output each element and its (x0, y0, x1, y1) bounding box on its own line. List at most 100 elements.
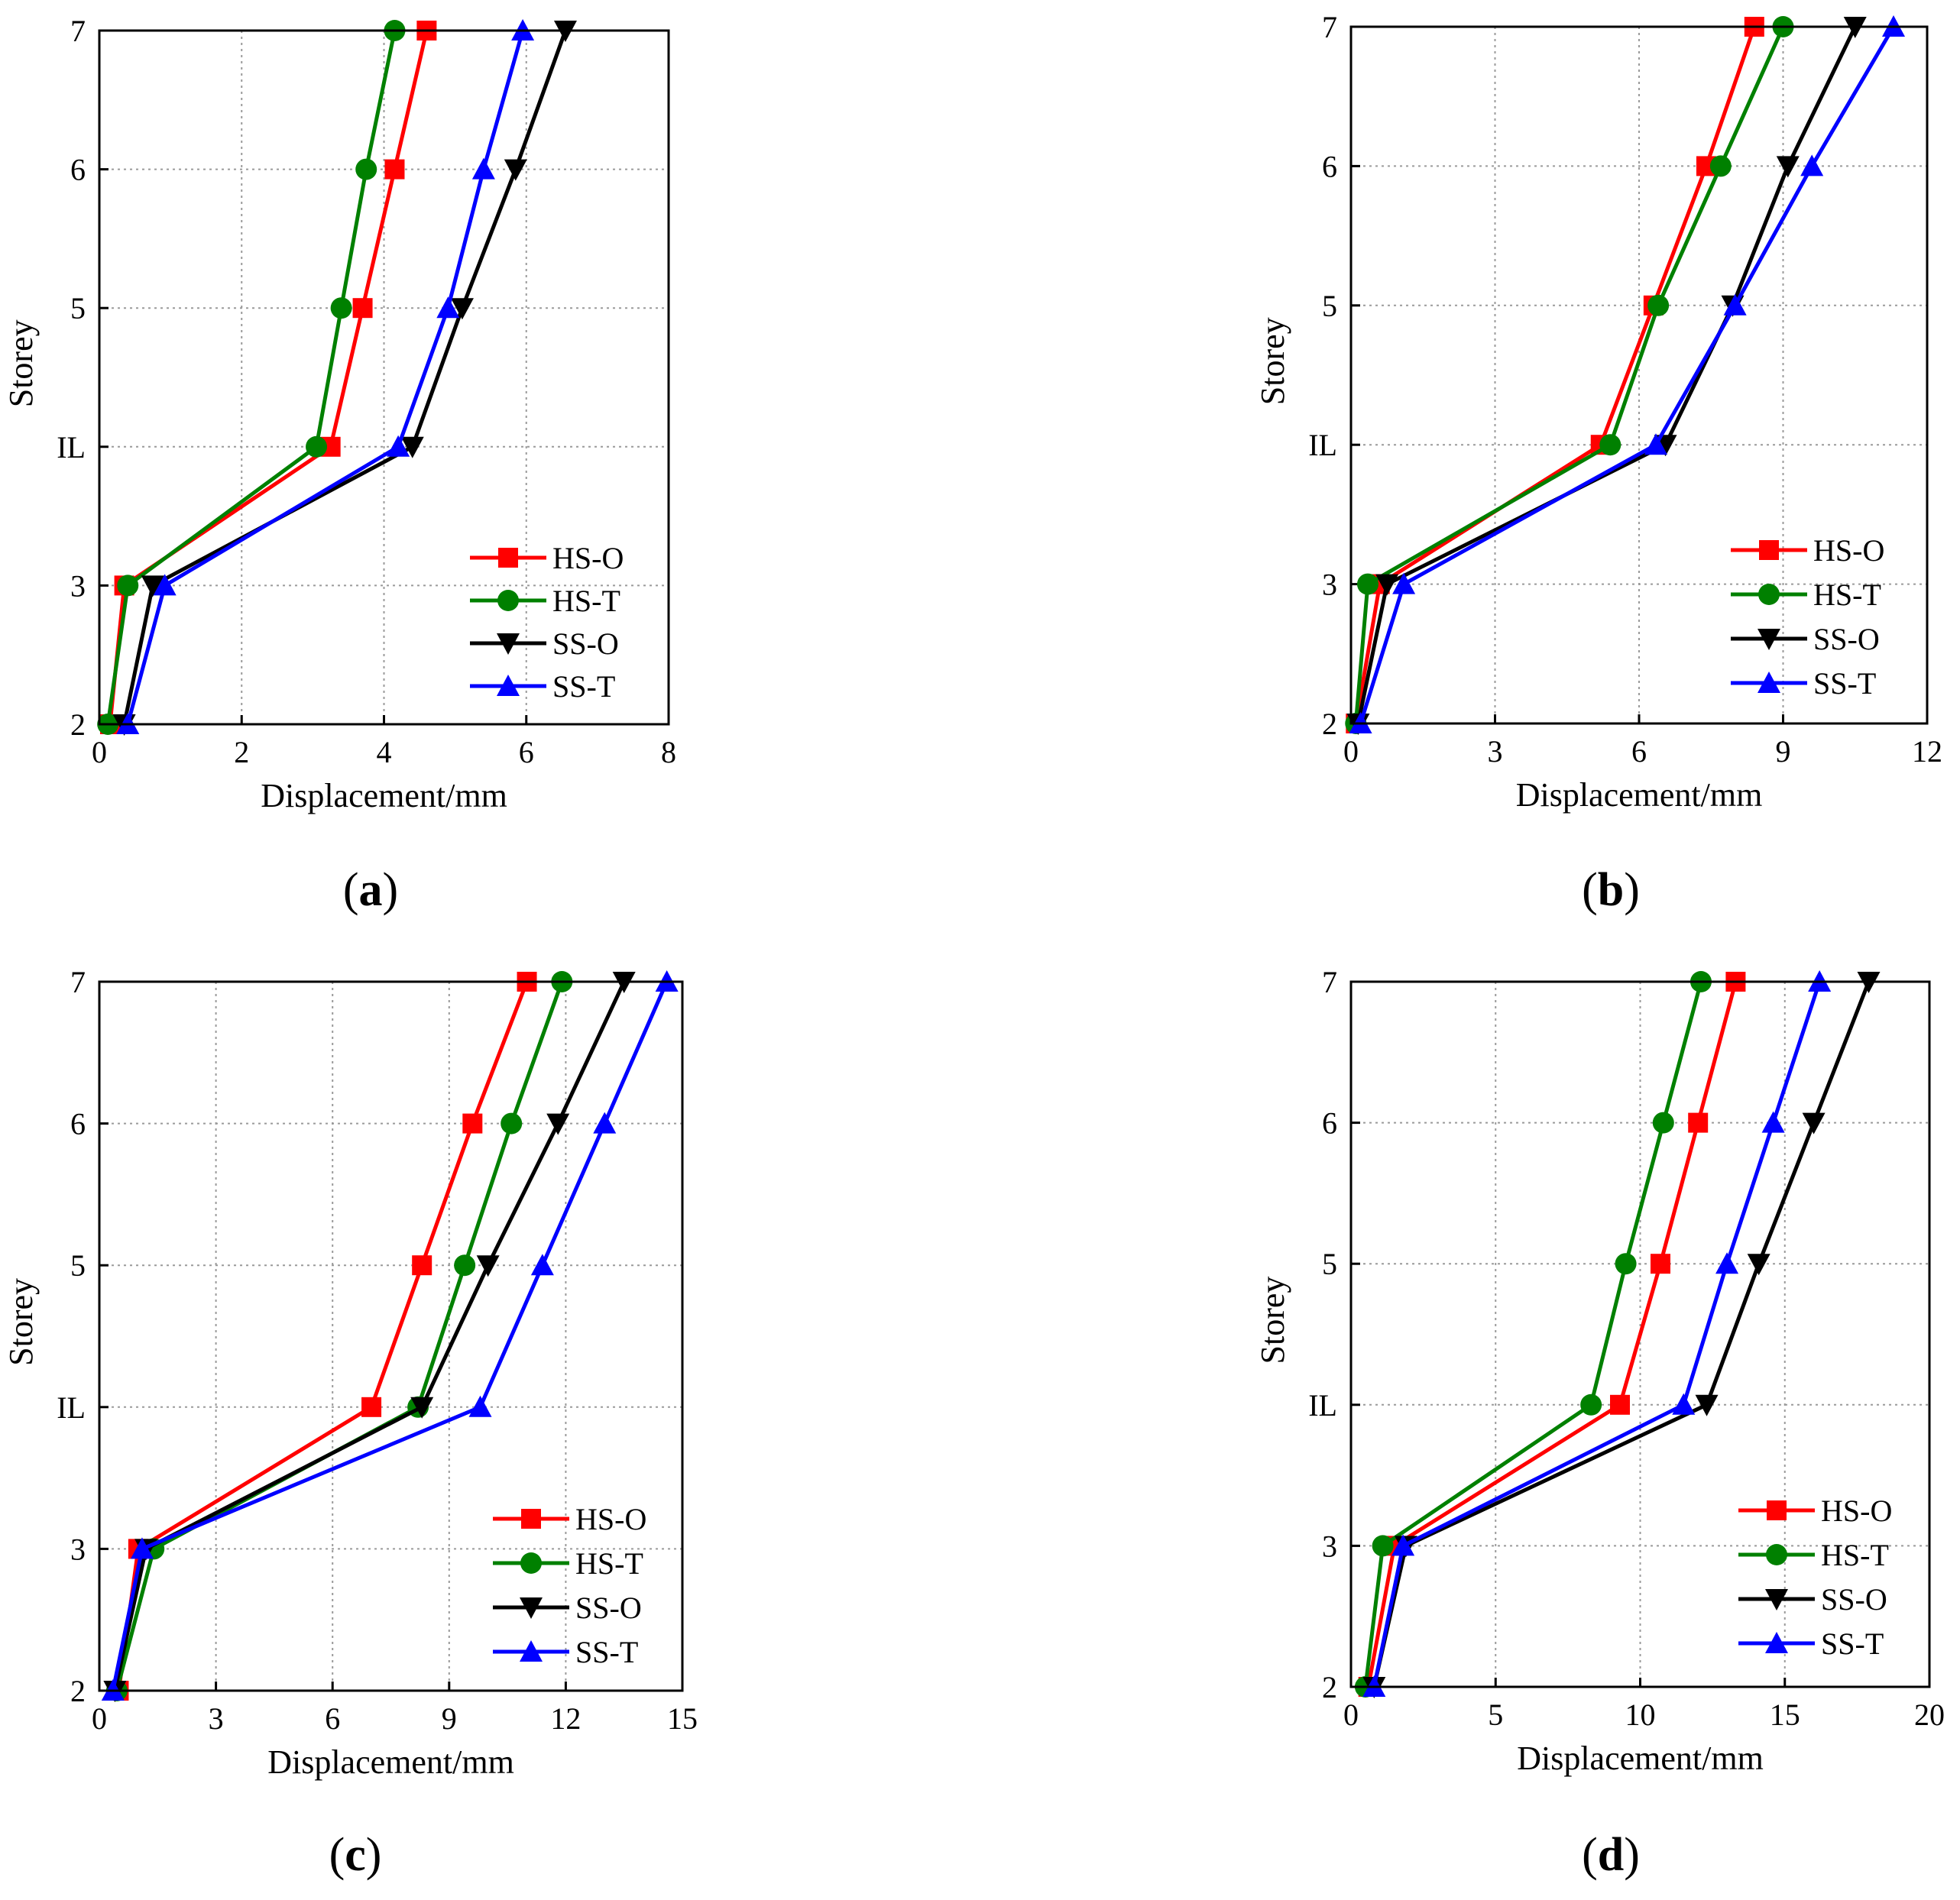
y-tick-label: 5 (70, 1248, 86, 1283)
series-line (1359, 25, 1896, 724)
legend-marker (1765, 1632, 1788, 1653)
legend-marker (1758, 629, 1780, 650)
data-point (412, 1255, 432, 1276)
data-point (1709, 155, 1732, 177)
legend-label: SS-T (1813, 666, 1876, 701)
legend-marker (498, 548, 518, 568)
legend-item: HS-O (1731, 533, 1884, 568)
y-tick-label: 7 (70, 14, 86, 48)
grid (99, 31, 669, 724)
series-line (125, 30, 525, 725)
series-line (108, 30, 429, 725)
y-tick-label: 3 (70, 1532, 86, 1566)
legend-label: SS-O (552, 626, 619, 661)
plot-frame (98, 980, 684, 1692)
x-tick-label: 0 (1343, 1698, 1359, 1732)
data-point (1599, 434, 1621, 456)
legend-item: HS-T (470, 584, 620, 618)
plot-frame (98, 29, 670, 726)
y-tick-label: IL (57, 1390, 86, 1425)
series-line (1353, 25, 1785, 724)
y-tick-label: 6 (1322, 1106, 1337, 1141)
data-point (1580, 1393, 1602, 1416)
data-point (1652, 1112, 1674, 1134)
grid (1351, 27, 1927, 723)
series-line (115, 981, 564, 1691)
x-tick-label: 9 (442, 1701, 457, 1736)
legend-item: SS-O (470, 626, 619, 661)
x-tick-label: 12 (1912, 734, 1942, 769)
y-tick-label: 2 (70, 707, 86, 742)
data-point (454, 1254, 476, 1277)
series-line (1372, 981, 1871, 1688)
series-ss-o (1362, 972, 1881, 1698)
data-point (352, 298, 373, 319)
legend-item: SS-O (493, 1591, 642, 1625)
series-hs-o (1346, 17, 1764, 733)
legend-marker (1767, 1500, 1787, 1520)
chart-panel-b: 0 3 6 9 1223IL567Displacement/mmStoreyHS-OHS… (1254, 10, 1942, 916)
x-tick-label: 5 (1488, 1698, 1503, 1732)
legend-item: SS-T (1738, 1626, 1884, 1661)
series-ss-t (1362, 970, 1832, 1697)
data-point (1747, 1254, 1770, 1276)
legend-item: SS-O (1738, 1582, 1887, 1617)
data-point (1802, 1112, 1826, 1134)
data-point (1800, 154, 1824, 176)
data-point (117, 575, 139, 597)
series-line (111, 980, 669, 1691)
x-tick-label: 6 (519, 735, 534, 769)
legend-item: HS-O (470, 541, 624, 575)
x-tick-label: 10 (1625, 1698, 1656, 1732)
data-point (387, 435, 410, 457)
data-point (1715, 1252, 1739, 1274)
y-tick-label: 7 (1322, 965, 1337, 999)
data-point (1644, 433, 1667, 455)
legend: HS-O HS-T SS-O SS-T (1738, 1494, 1892, 1661)
legend-item: HS-T (1738, 1538, 1889, 1572)
legend-marker (520, 1552, 542, 1574)
data-point (476, 1255, 500, 1277)
legend-item: SS-T (470, 669, 615, 704)
legend-label: SS-T (1821, 1626, 1884, 1661)
x-tick-label: 2 (234, 735, 249, 769)
legend-marker (497, 633, 520, 655)
y-tick-label: 6 (70, 1107, 86, 1141)
legend-label: HS-O (552, 541, 624, 575)
data-point (153, 574, 177, 596)
legend-label: SS-T (575, 1635, 638, 1669)
data-point (1723, 293, 1747, 316)
x-tick-label: 12 (550, 1701, 581, 1736)
legend-item: SS-O (1731, 622, 1880, 656)
x-tick-label: 4 (377, 735, 392, 769)
data-point (1672, 1393, 1696, 1415)
data-point (1695, 1394, 1719, 1416)
legend-label: SS-O (575, 1591, 642, 1625)
x-tick-label: 15 (667, 1701, 698, 1736)
legend-label: HS-T (575, 1546, 643, 1581)
data-point (546, 1113, 570, 1135)
legend-item: SS-T (1731, 666, 1876, 701)
data-point (361, 1397, 382, 1417)
series-line (1363, 981, 1703, 1688)
data-point (504, 159, 527, 181)
series-hs-o (1358, 972, 1746, 1697)
series-line (1356, 25, 1858, 724)
data-point (468, 1395, 492, 1417)
series-ss-o (103, 972, 636, 1702)
series-line (112, 980, 626, 1691)
y-tick-label: 2 (70, 1674, 86, 1708)
legend: HS-O HS-T SS-O SS-T (1731, 533, 1884, 701)
data-point (471, 157, 495, 180)
data-point (384, 159, 405, 180)
legend-marker (1765, 1589, 1788, 1610)
chart-panel-d: 0 5 10 15 20 2 3 IL 5 6 7 Displacement/mm Storey HS-O… (1254, 965, 1945, 1881)
grid (1351, 982, 1929, 1687)
y-axis-title: Storey (2, 1278, 40, 1366)
data-point (1761, 1111, 1785, 1133)
legend-item: HS-T (1731, 578, 1881, 612)
y-tick-label: 3 (70, 568, 86, 603)
series-hs-o (99, 21, 437, 734)
y-tick-label: IL (1308, 1388, 1337, 1423)
data-point (1356, 573, 1378, 595)
